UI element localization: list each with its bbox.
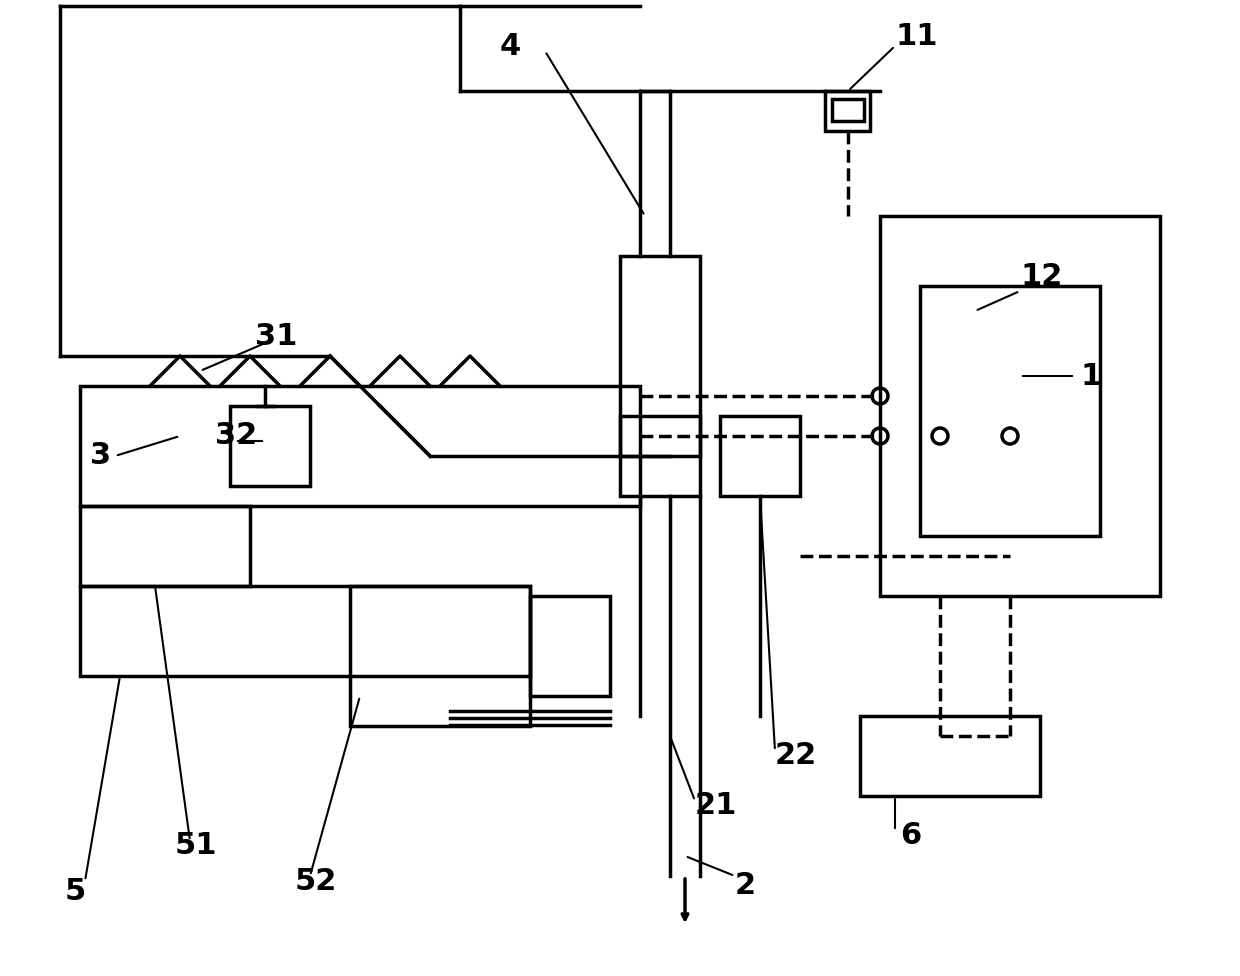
Text: 3: 3 [91, 441, 112, 470]
Bar [81, 386, 640, 506]
Text: 11: 11 [895, 21, 937, 51]
Bar [832, 99, 864, 121]
Text: 51: 51 [175, 832, 217, 861]
Bar [861, 716, 1040, 796]
Text: 1: 1 [1080, 361, 1101, 390]
Text: 32: 32 [215, 422, 257, 451]
Bar [620, 256, 701, 456]
Text: 5: 5 [64, 876, 87, 906]
Bar [529, 596, 610, 696]
Text: 4: 4 [500, 31, 521, 61]
Bar [350, 586, 529, 726]
Text: 12: 12 [1021, 262, 1063, 291]
Bar [620, 416, 701, 496]
Text: 31: 31 [255, 321, 298, 350]
Bar [720, 416, 800, 496]
Bar [920, 286, 1100, 536]
Bar [81, 506, 250, 586]
Text: 2: 2 [735, 872, 756, 901]
Text: 52: 52 [295, 867, 337, 896]
Bar [81, 586, 529, 676]
Bar [880, 216, 1159, 596]
Text: 6: 6 [900, 822, 921, 850]
Text: 21: 21 [694, 792, 738, 821]
Bar [229, 406, 310, 486]
Text: 22: 22 [775, 742, 817, 770]
Bar [825, 91, 870, 131]
